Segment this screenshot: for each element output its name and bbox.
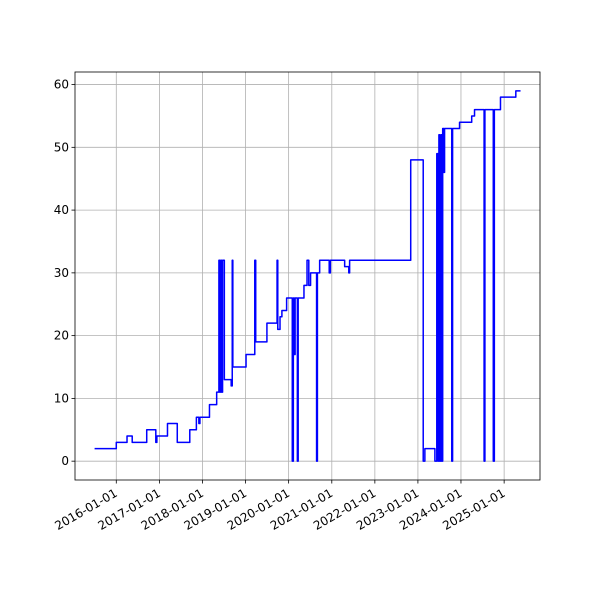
data-line bbox=[94, 90, 521, 462]
y-tick-label: 20 bbox=[54, 329, 69, 343]
y-tick-label: 60 bbox=[54, 78, 69, 92]
lines bbox=[94, 90, 521, 462]
y-tick-label: 30 bbox=[54, 266, 69, 280]
grid bbox=[75, 72, 540, 480]
axes-frame bbox=[74, 71, 541, 481]
y-tick-label: 50 bbox=[54, 140, 69, 154]
y-tick-label: 0 bbox=[61, 454, 69, 468]
y-tick-label: 10 bbox=[54, 391, 69, 405]
y-tick-label: 40 bbox=[54, 203, 69, 217]
